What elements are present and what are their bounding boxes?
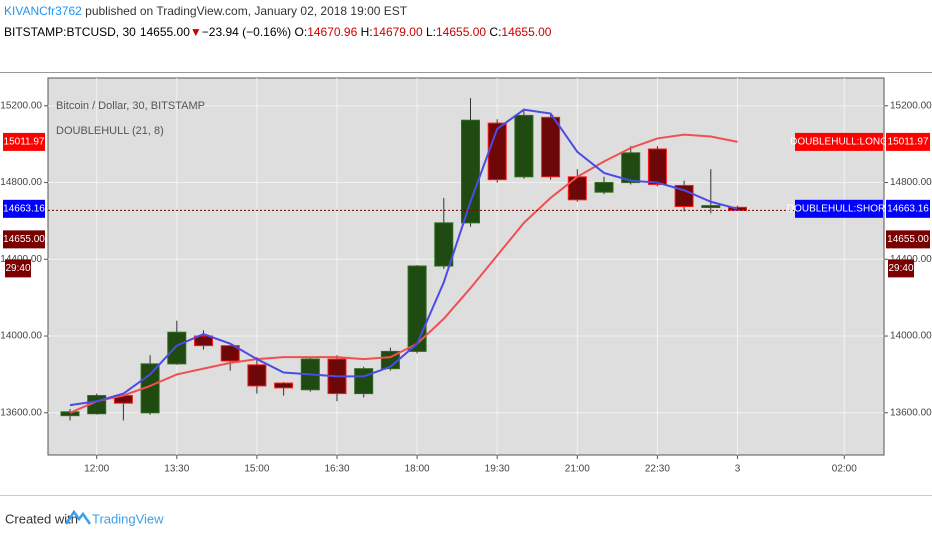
x-tick-label: 19:30 <box>485 464 510 475</box>
candle-body <box>701 205 721 209</box>
o-val: 14670.96 <box>307 25 357 39</box>
candle-body <box>541 116 561 178</box>
footer-created: Created with <box>5 511 78 526</box>
price-box <box>886 132 930 151</box>
price-label: 14655.00 <box>887 234 929 245</box>
down-arrow: ▼ <box>190 25 202 39</box>
y-tick-label: 14000.00 <box>0 331 42 342</box>
countdown-box <box>5 259 31 278</box>
y-tick-label: 14000.00 <box>890 331 932 342</box>
h-key: H: <box>357 25 372 39</box>
change: −23.94 (−0.16%) <box>202 25 291 39</box>
candle-body <box>647 148 667 185</box>
publisher[interactable]: KIVANCfr3762 <box>4 4 82 18</box>
price-label: 14663.16 <box>887 203 929 214</box>
candle-body <box>167 331 187 365</box>
y-tick-label: 14800.00 <box>890 177 932 188</box>
price-box <box>3 132 45 151</box>
legend-entry: DOUBLEHULL:LONG <box>790 137 888 148</box>
x-tick-label: 21:00 <box>565 464 590 475</box>
h-val: 14679.00 <box>373 25 423 39</box>
legend-entry: DOUBLEHULL:SHORT <box>787 203 891 214</box>
line-name-box <box>795 199 883 218</box>
candle-body <box>247 364 267 387</box>
o-key: O: <box>291 25 307 39</box>
price-label: 15011.97 <box>888 137 929 148</box>
indicator-label: DOUBLEHULL (21, 8) <box>56 125 164 137</box>
price-box <box>3 199 45 218</box>
price-box <box>886 230 930 249</box>
x-tick-label: 12:00 <box>84 464 109 475</box>
x-tick-label: 15:00 <box>244 464 269 475</box>
y-tick-label: 15200.00 <box>0 100 42 111</box>
symbol: BITSTAMP:BTCUSD, 30 <box>4 25 136 39</box>
l-key: L: <box>423 25 436 39</box>
x-tick-label: 18:00 <box>405 464 430 475</box>
line-name-box <box>795 132 883 151</box>
candle-body <box>621 152 641 184</box>
footer-separator <box>0 495 932 496</box>
candle-body <box>434 222 454 267</box>
candle-body <box>354 368 374 395</box>
countdown-box <box>888 259 914 278</box>
candle-body <box>220 345 240 362</box>
indicator-line <box>69 108 738 407</box>
price: 14655.00 <box>140 25 190 39</box>
price-box <box>886 199 930 218</box>
y-tick-label: 13600.00 <box>0 407 42 418</box>
brand-logo <box>64 509 92 525</box>
x-tick-label: 02:00 <box>832 464 857 475</box>
x-tick-label: 16:30 <box>324 464 349 475</box>
price-label: 15011.97 <box>4 137 45 148</box>
price-label: 14655.00 <box>3 234 45 245</box>
candle-body <box>674 184 694 208</box>
price-label: 14663.16 <box>3 203 45 214</box>
published: published on TradingView.com, January 02… <box>82 4 408 18</box>
y-tick-label: 14800.00 <box>0 177 42 188</box>
y-tick-label: 13600.00 <box>890 407 932 418</box>
countdown: 29:40 <box>5 263 30 274</box>
candle-body <box>594 182 614 193</box>
l-val: 14655.00 <box>436 25 486 39</box>
candle-body <box>567 176 587 201</box>
separator <box>0 72 932 73</box>
candle-body <box>194 335 213 347</box>
symbol-line: BITSTAMP:BTCUSD, 30 14655.00▼−23.94 (−0.1… <box>4 25 552 39</box>
price-box <box>3 230 45 249</box>
footer-brand[interactable]: TradingView <box>92 511 164 526</box>
indicator-line <box>69 133 738 414</box>
candle-body <box>514 114 534 178</box>
header-line: KIVANCfr3762 published on TradingView.co… <box>4 4 408 18</box>
candle-body <box>407 265 427 352</box>
y-tick-label: 15200.00 <box>890 100 932 111</box>
countdown: 29:40 <box>888 263 913 274</box>
chart-title: Bitcoin / Dollar, 30, BITSTAMP <box>56 100 205 112</box>
x-tick-label: 13:30 <box>164 464 189 475</box>
candle-body <box>461 119 480 224</box>
candle-body <box>274 382 294 389</box>
c-key: C: <box>486 25 501 39</box>
x-tick-label: 3 <box>735 464 741 475</box>
x-tick-label: 22:30 <box>645 464 670 475</box>
c-val: 14655.00 <box>501 25 551 39</box>
